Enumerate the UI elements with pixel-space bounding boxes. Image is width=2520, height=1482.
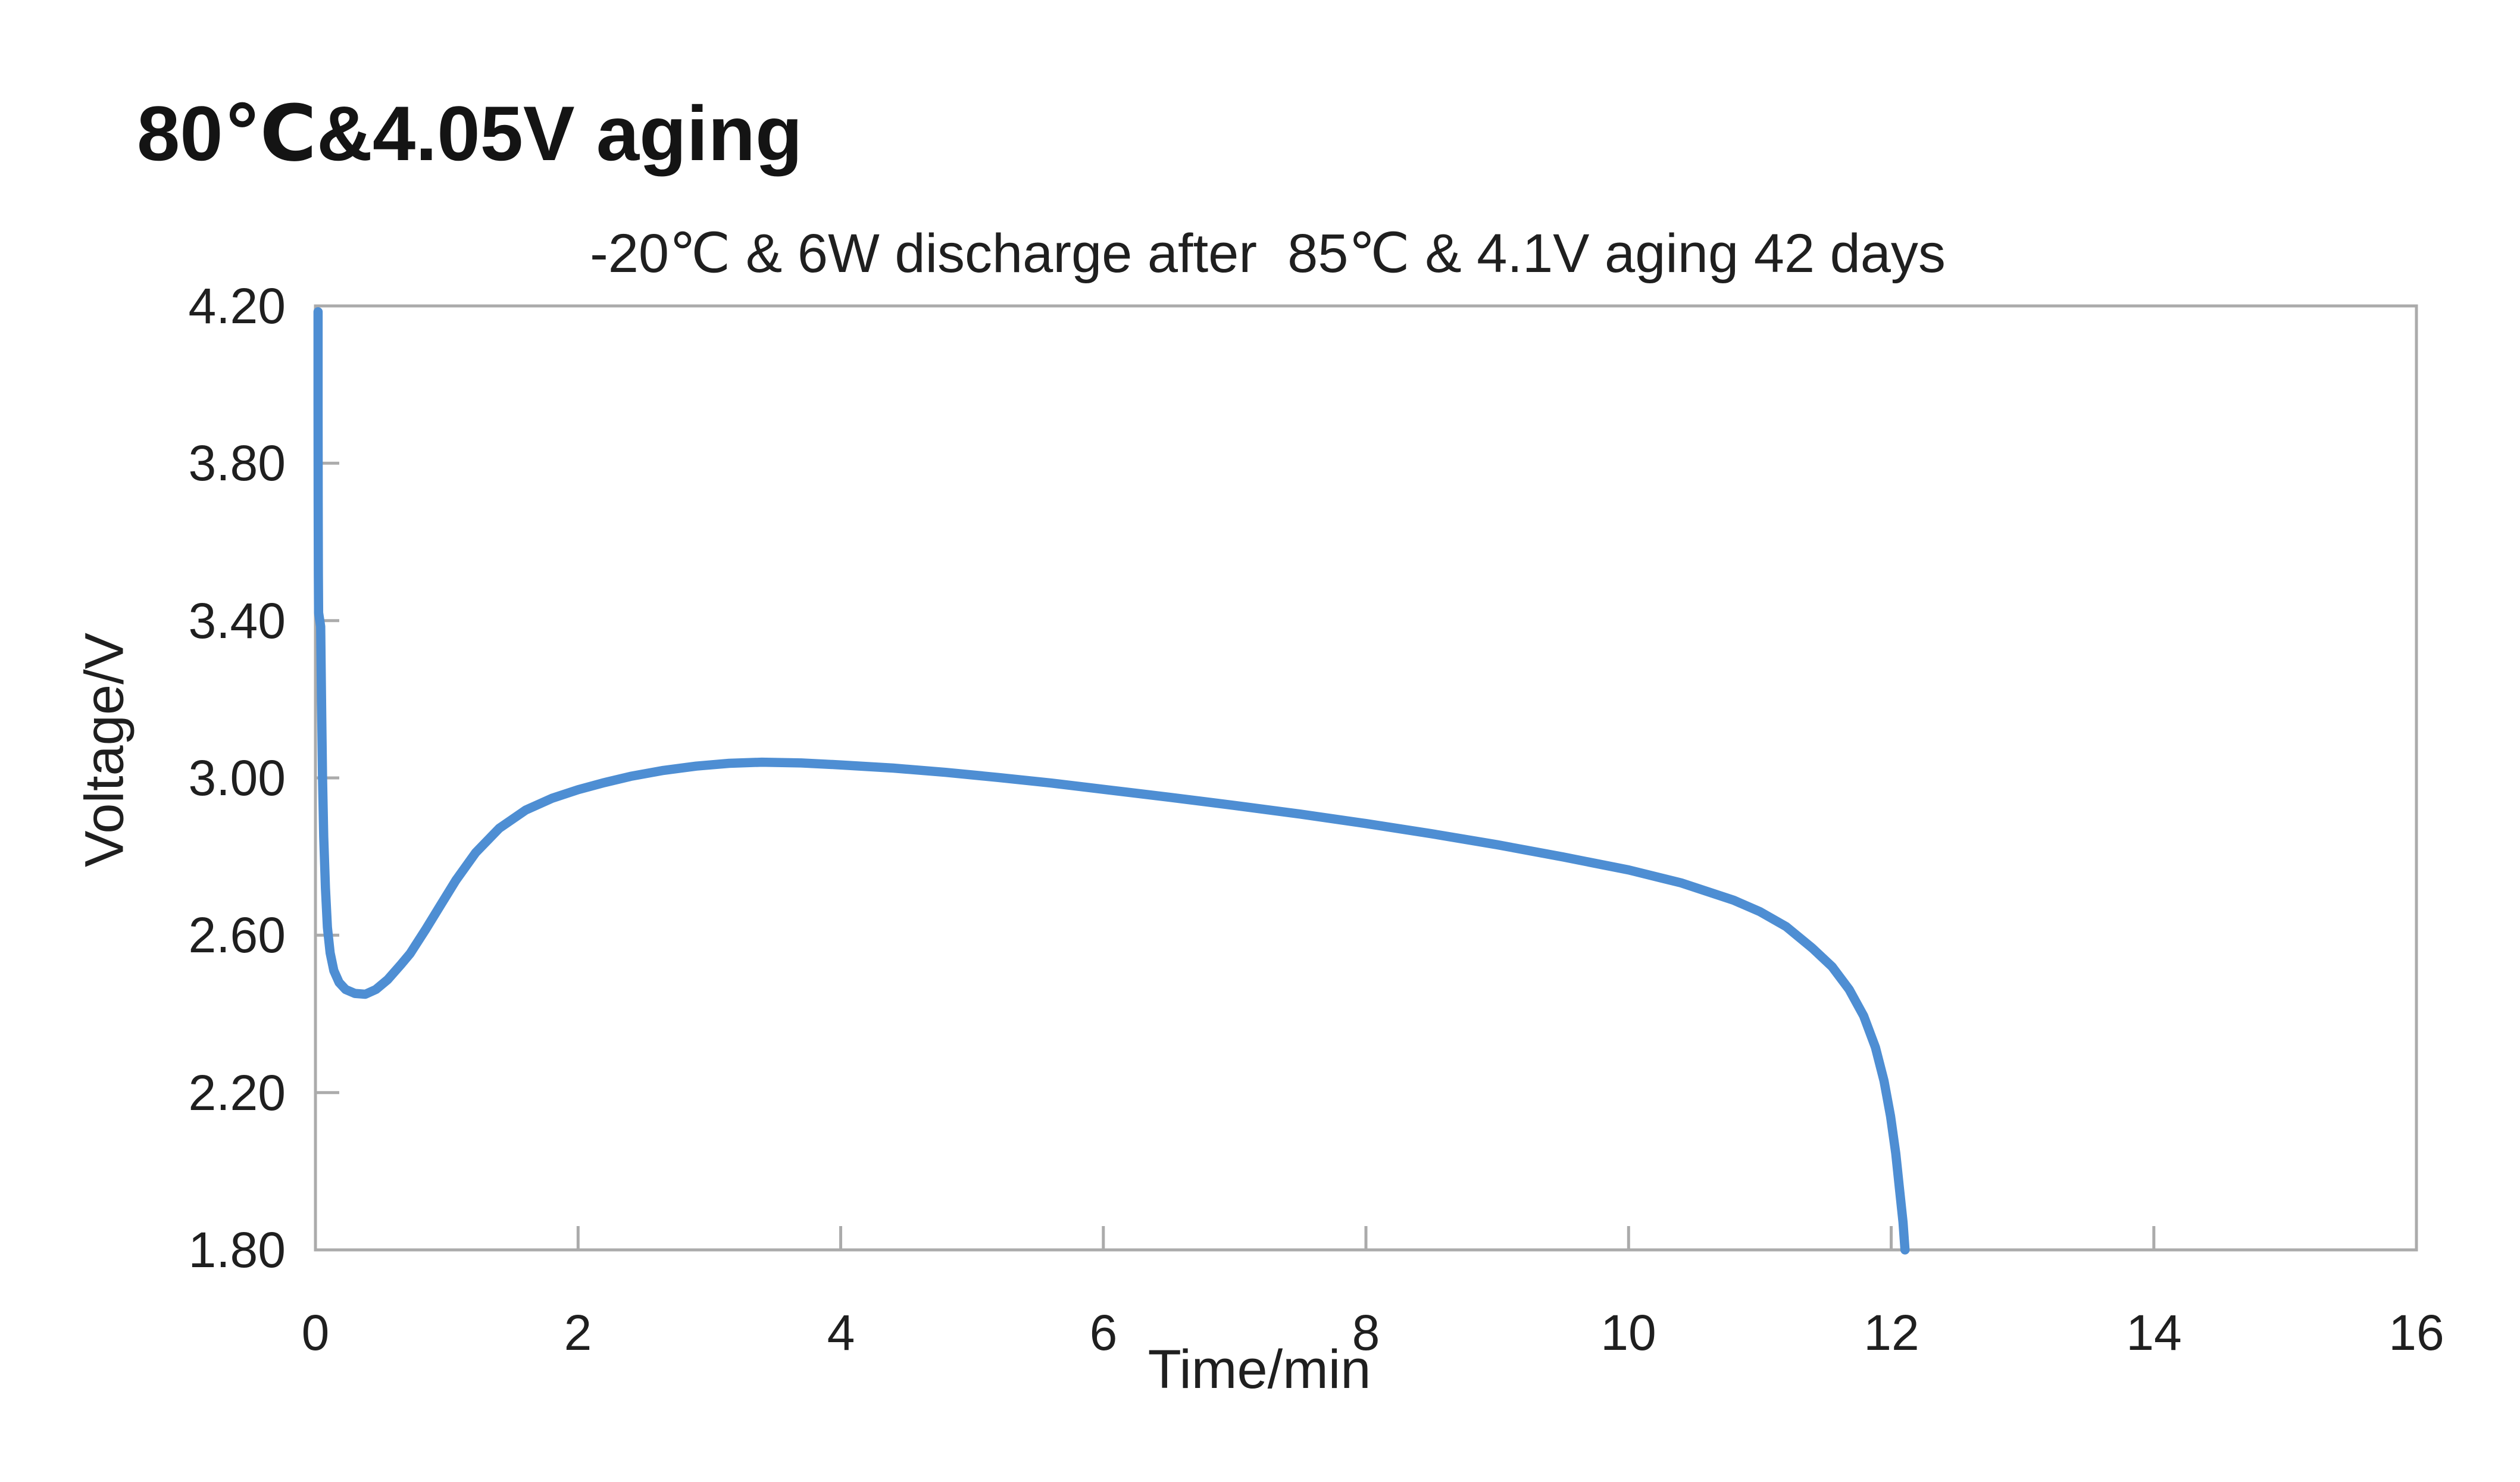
page-title: 80℃&4.05V aging: [137, 90, 803, 177]
x-tick-label: 2: [564, 1305, 592, 1361]
x-tick-label: 6: [1089, 1305, 1118, 1361]
x-tick-label: 14: [2126, 1305, 2182, 1361]
x-tick-label: 0: [301, 1305, 330, 1361]
x-axis-title: Time/min: [1148, 1339, 1371, 1400]
y-tick-label: 1.80: [188, 1222, 286, 1278]
y-tick-label: 3.80: [188, 435, 286, 491]
x-tick-label: 4: [827, 1305, 855, 1361]
y-axis-title: Voltage/V: [74, 633, 135, 867]
y-tick-label: 2.60: [188, 907, 286, 963]
x-tick-label: 12: [1864, 1305, 1919, 1361]
x-tick-label: 10: [1600, 1305, 1656, 1361]
series-line: [313, 307, 1910, 1255]
x-tick-label: 8: [1352, 1305, 1380, 1361]
chart-title: -20℃ & 6W discharge after 85℃ & 4.1V agi…: [590, 223, 1946, 284]
y-tick-label: 3.40: [188, 593, 286, 649]
y-tick-label: 2.20: [188, 1065, 286, 1121]
y-tick-label: 4.20: [188, 278, 286, 334]
x-tick-label: 16: [2388, 1305, 2444, 1361]
y-tick-label: 3.00: [188, 750, 286, 806]
